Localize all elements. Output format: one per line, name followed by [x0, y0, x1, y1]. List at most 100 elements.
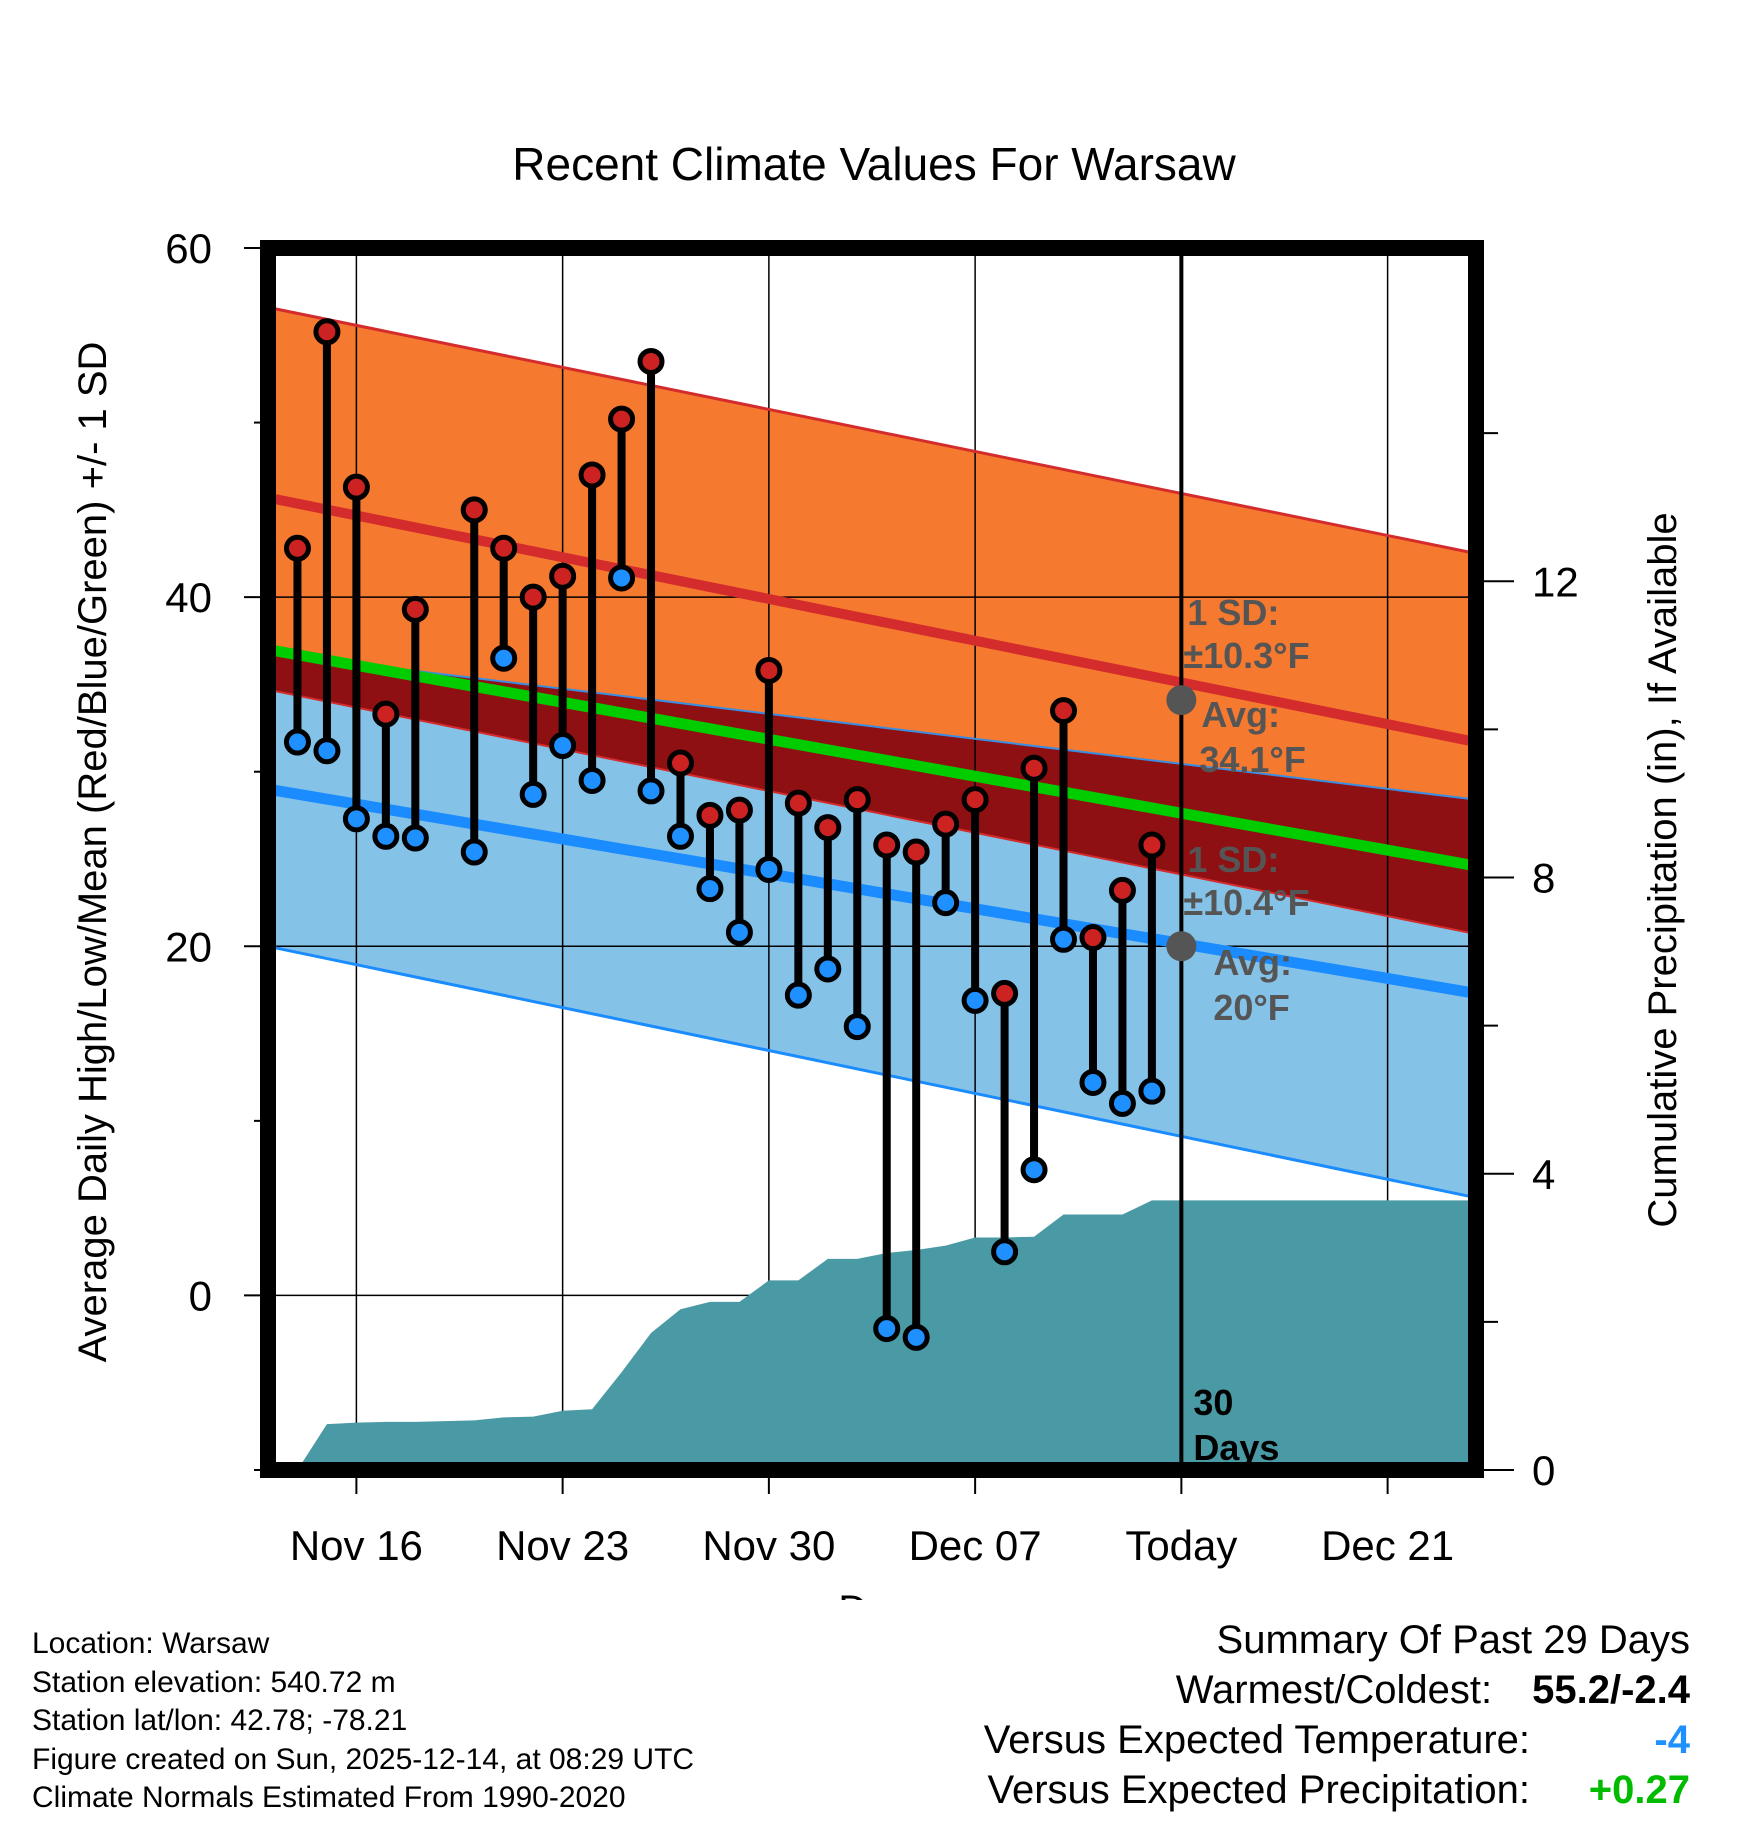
daily-low-point	[490, 644, 518, 672]
daily-high-point	[401, 595, 429, 623]
daily-high-point	[873, 831, 901, 859]
daily-high-point	[313, 318, 341, 346]
daily-low-point	[873, 1315, 901, 1343]
daily-low-point	[637, 777, 665, 805]
daily-high-point	[991, 979, 1019, 1007]
latlon-text: Station lat/lon: 42.78; -78.21	[32, 1704, 408, 1737]
daily-high-point	[372, 700, 400, 728]
high-avg-label: Avg:	[1201, 694, 1280, 735]
y-right-tick-label: 12	[1532, 558, 1579, 605]
y-tick-label: 0	[189, 1272, 212, 1319]
plot-frame	[260, 240, 1484, 1478]
daily-high-point	[843, 786, 871, 814]
temp-row: Versus Expected Temperature: -4	[790, 1718, 1690, 1768]
daily-low-point	[519, 780, 547, 808]
precip-row: Versus Expected Precipitation: +0.27	[790, 1768, 1690, 1818]
daily-high-point	[460, 496, 488, 524]
high-avg-marker	[1166, 685, 1197, 716]
daily-low-point	[1079, 1068, 1107, 1096]
daily-low-point	[342, 805, 370, 833]
low-avg-marker	[1166, 931, 1197, 962]
warm-cold-label: Warmest/Coldest:	[1175, 1668, 1493, 1712]
x-tick-label: Nov 23	[496, 1522, 629, 1569]
x-tick-label: Dec 21	[1321, 1522, 1454, 1569]
low-sd-value: ±10.4°F	[1183, 882, 1309, 923]
daily-high-point	[549, 562, 577, 590]
precip-label: Versus Expected Precipitation:	[987, 1768, 1530, 1812]
x-tick-label: Today	[1125, 1522, 1237, 1569]
y-tick-label: 20	[165, 923, 212, 970]
elevation-text: Station elevation: 540.72 m	[32, 1665, 396, 1699]
daily-low-point	[549, 732, 577, 760]
daily-low-point	[784, 981, 812, 1009]
daily-low-point	[372, 822, 400, 850]
x-tick-label: Nov 16	[290, 1522, 423, 1569]
x-tick-label: Nov 30	[702, 1522, 835, 1569]
warm-cold-row: Warmest/Coldest: 55.2/-2.4	[790, 1668, 1690, 1718]
daily-high-point	[1079, 924, 1107, 952]
daily-low-point	[283, 728, 311, 756]
normal-mean-line	[267, 644, 1477, 872]
high-plus-sd-line	[267, 305, 1477, 555]
daily-high-point	[519, 583, 547, 611]
high-sd-value: ±10.3°F	[1183, 635, 1309, 676]
y-tick-label: 60	[165, 225, 212, 272]
daily-low-point	[578, 766, 606, 794]
daily-low-point	[1138, 1077, 1166, 1105]
normals-text: Climate Normals Estimated From 1990-2020	[32, 1781, 626, 1814]
daily-high-point	[283, 534, 311, 562]
y-right-tick-label: 4	[1532, 1151, 1555, 1198]
y-right-tick-label: 8	[1532, 855, 1555, 902]
daily-high-point	[814, 814, 842, 842]
temp-value: -4	[1654, 1718, 1690, 1762]
summary-heading: Summary Of Past 29 Days	[790, 1618, 1690, 1668]
low-avg-label: Avg:	[1213, 942, 1292, 983]
daily-high-point	[578, 461, 606, 489]
created-text: Figure created on Sun, 2025-12-14, at 08…	[32, 1742, 695, 1776]
daily-high-point	[755, 656, 783, 684]
high-minus-sd-line	[267, 652, 1477, 801]
temp-label: Versus Expected Temperature:	[983, 1718, 1530, 1762]
daily-high-point	[696, 801, 724, 829]
daily-low-point	[725, 918, 753, 946]
summary-panel: Summary Of Past 29 Days Warmest/Coldest:…	[790, 1618, 1690, 1818]
daily-low-point	[666, 822, 694, 850]
normal-low-line	[267, 783, 1477, 999]
daily-low-point	[696, 875, 724, 903]
low-sd-label: 1 SD:	[1187, 839, 1279, 880]
low-plus-sd-line	[267, 688, 1477, 936]
summary-heading-text: Summary Of Past 29 Days	[1216, 1618, 1690, 1662]
daily-low-point	[401, 824, 429, 852]
daily-high-point	[666, 749, 694, 777]
daily-high-point	[1138, 831, 1166, 859]
y-axis-label: Average Daily High/Low/Mean (Red/Blue/Gr…	[71, 342, 115, 1363]
daily-low-point	[1020, 1156, 1048, 1184]
days-number: 30	[1193, 1382, 1233, 1423]
daily-low-point	[814, 955, 842, 983]
daily-low-point	[932, 889, 960, 917]
daily-low-point	[1050, 925, 1078, 953]
daily-high-point	[902, 838, 930, 866]
daily-low-point	[1108, 1089, 1136, 1117]
warm-cold-value: 55.2/-2.4	[1532, 1668, 1690, 1712]
low-minus-sd-line	[267, 944, 1477, 1200]
high-sd-label: 1 SD:	[1187, 592, 1279, 633]
y-axis-right-label: Cumulative Precipitation (in), If Availa…	[1641, 512, 1685, 1227]
y-tick-label: 40	[165, 574, 212, 621]
daily-low-point	[843, 1013, 871, 1041]
daily-low-point	[460, 838, 488, 866]
x-axis-label: Day	[838, 1588, 909, 1600]
daily-high-point	[961, 786, 989, 814]
daily-low-point	[991, 1238, 1019, 1266]
daily-high-point	[1050, 697, 1078, 725]
y-right-tick-label: 0	[1532, 1447, 1555, 1494]
low-avg-value: 20°F	[1213, 987, 1289, 1028]
normal-high-line	[267, 492, 1477, 747]
days-label: Days	[1193, 1427, 1279, 1468]
daily-high-point	[1108, 876, 1136, 904]
daily-low-point	[608, 564, 636, 592]
x-tick-label: Dec 07	[909, 1522, 1042, 1569]
chart-title: Recent Climate Values For Warsaw	[512, 138, 1236, 190]
daily-high-point	[1020, 754, 1048, 782]
